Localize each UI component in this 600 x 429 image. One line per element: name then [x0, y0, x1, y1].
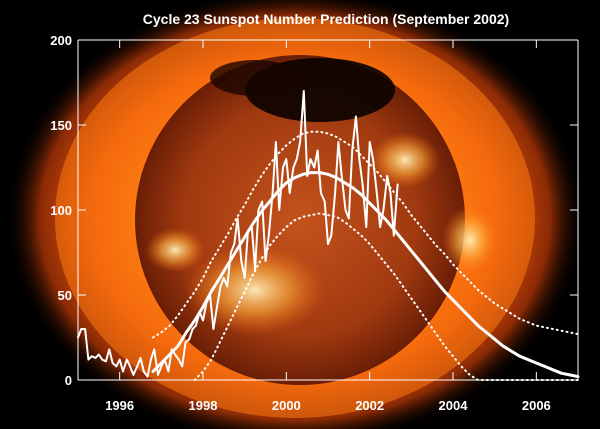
x-tick-label-1996: 1996 [105, 398, 134, 413]
coronal-hole-2 [210, 60, 300, 96]
x-tick-label-1998: 1998 [189, 398, 218, 413]
series-line-observed [77, 90, 399, 378]
active-region-4 [145, 228, 205, 272]
chart-title: Cycle 23 Sunspot Number Prediction (Sept… [143, 11, 509, 27]
series-line-prediction [151, 171, 580, 379]
y-tick-label-200: 200 [50, 33, 72, 48]
x-tick-label-2004: 2004 [439, 398, 469, 413]
active-region [185, 245, 325, 335]
y-tick-label-150: 150 [50, 118, 72, 133]
y-tick-label-0: 0 [65, 373, 72, 388]
axis-ticks: 0 50 100 150 200 1996 1998 2000 2002 2004 2006 [50, 33, 578, 413]
x-tick-label-2002: 2002 [355, 398, 384, 413]
active-region-2 [370, 132, 440, 188]
y-tick-label-100: 100 [50, 203, 72, 218]
sun-image [5, 0, 585, 429]
series-line-bound-upper [152, 130, 579, 339]
y-tick-label-50: 50 [58, 288, 72, 303]
active-region-3 [442, 205, 498, 275]
x-tick-label-2000: 2000 [272, 398, 301, 413]
series-layer [77, 90, 580, 381]
x-tick-label-2006: 2006 [522, 398, 551, 413]
